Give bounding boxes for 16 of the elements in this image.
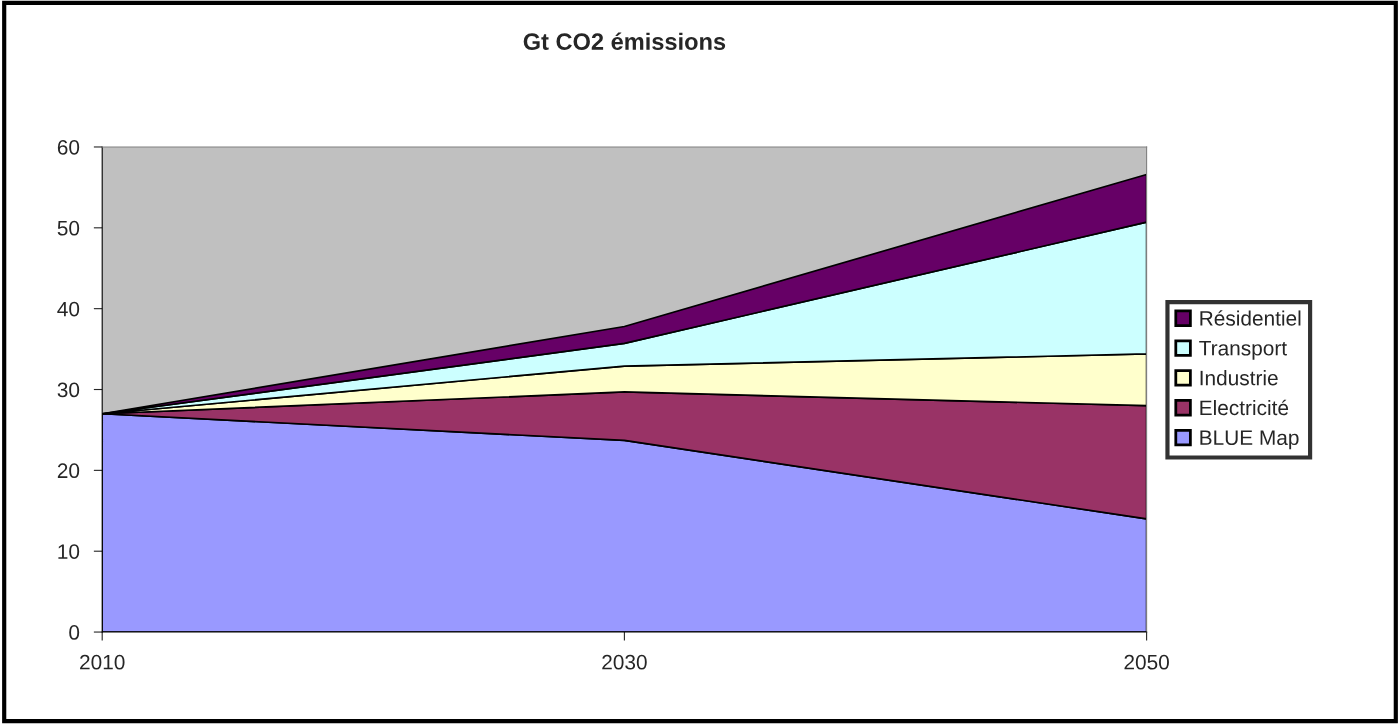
y-tick-label: 30	[57, 382, 80, 398]
x-tick-label: 2010	[80, 654, 125, 670]
x-tick-label: 2030	[602, 654, 647, 670]
legend-label: Industrie	[1200, 370, 1278, 386]
y-tick-label: 50	[57, 220, 80, 236]
chart-title: Gt CO2 émissions	[523, 32, 726, 50]
legend-label: BLUE Map	[1200, 430, 1299, 450]
y-tick-label: 40	[57, 301, 80, 317]
legend-label: Electricité	[1200, 399, 1289, 416]
y-tick-label: 20	[57, 463, 80, 479]
y-tick-label: 0	[69, 625, 80, 640]
x-tick-label: 2050	[1124, 654, 1169, 670]
legend-label: Résidentiel	[1200, 310, 1301, 326]
y-tick-label: 60	[57, 139, 80, 155]
legend-label: Transport	[1199, 341, 1287, 360]
y-tick-label: 10	[58, 544, 80, 559]
